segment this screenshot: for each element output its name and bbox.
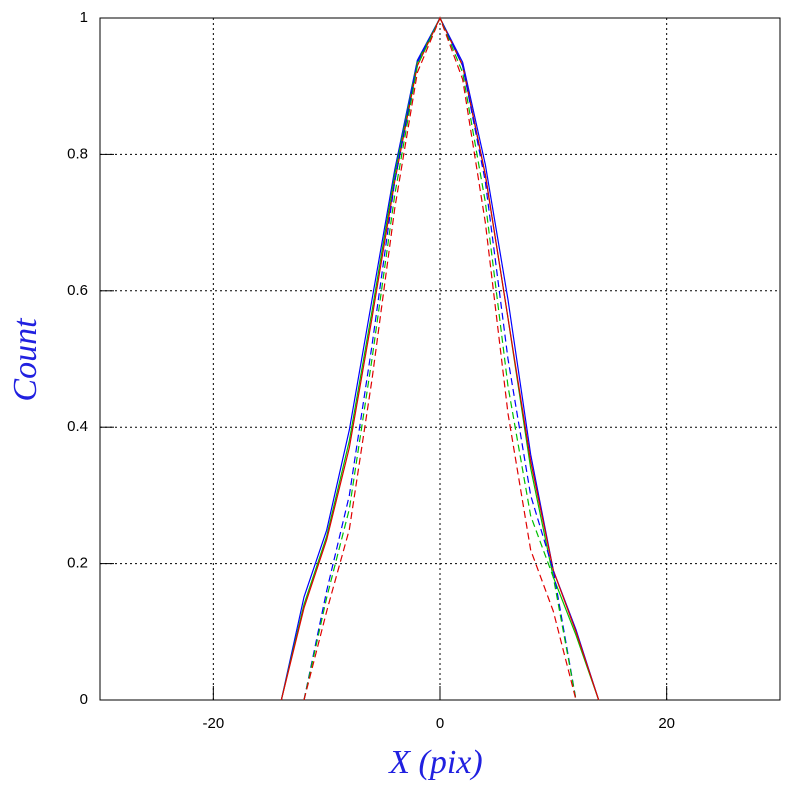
y-tick-label: 1 [80, 9, 88, 26]
y-tick-label: 0.2 [67, 555, 88, 572]
y-tick-label: 0 [80, 691, 88, 708]
y-tick-label: 0.4 [67, 418, 88, 435]
x-tick-label: 0 [436, 715, 444, 732]
x-axis-label: X (pix) [387, 744, 482, 781]
y-tick-label: 0.8 [67, 145, 88, 162]
x-tick-label: -20 [202, 715, 224, 732]
y-tick-label: 0.6 [67, 282, 88, 299]
series-line [303, 16, 577, 701]
x-tick-label: 20 [658, 715, 675, 732]
y-axis-label: Count [7, 317, 44, 402]
